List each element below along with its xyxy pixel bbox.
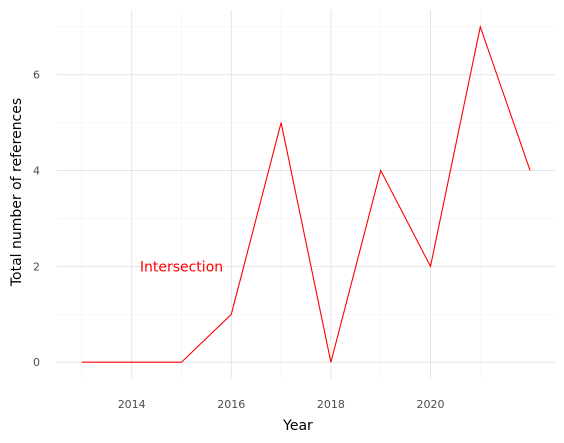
x-tick-label: 2020: [417, 398, 445, 411]
x-tick-label: 2016: [217, 398, 245, 411]
annotation-label: Intersection: [140, 259, 223, 275]
y-tick-label: 0: [33, 356, 40, 369]
minor-gridlines: [57, 10, 555, 379]
y-tick-label: 2: [33, 260, 40, 273]
x-tick-label: 2014: [118, 398, 146, 411]
annotation-layer: Intersection: [140, 259, 223, 275]
x-tick-label: 2018: [317, 398, 345, 411]
y-tick-labels: 0 2 4 6: [33, 69, 40, 370]
x-axis-title: Year: [282, 418, 313, 434]
series-line: [81, 24, 531, 363]
y-tick-label: 4: [33, 165, 40, 178]
x-tick-labels: 2014 2016 2018 2020: [118, 398, 445, 411]
y-axis-title: Total number of references: [9, 98, 25, 287]
series-layer: [81, 24, 531, 363]
y-tick-label: 6: [33, 69, 40, 82]
